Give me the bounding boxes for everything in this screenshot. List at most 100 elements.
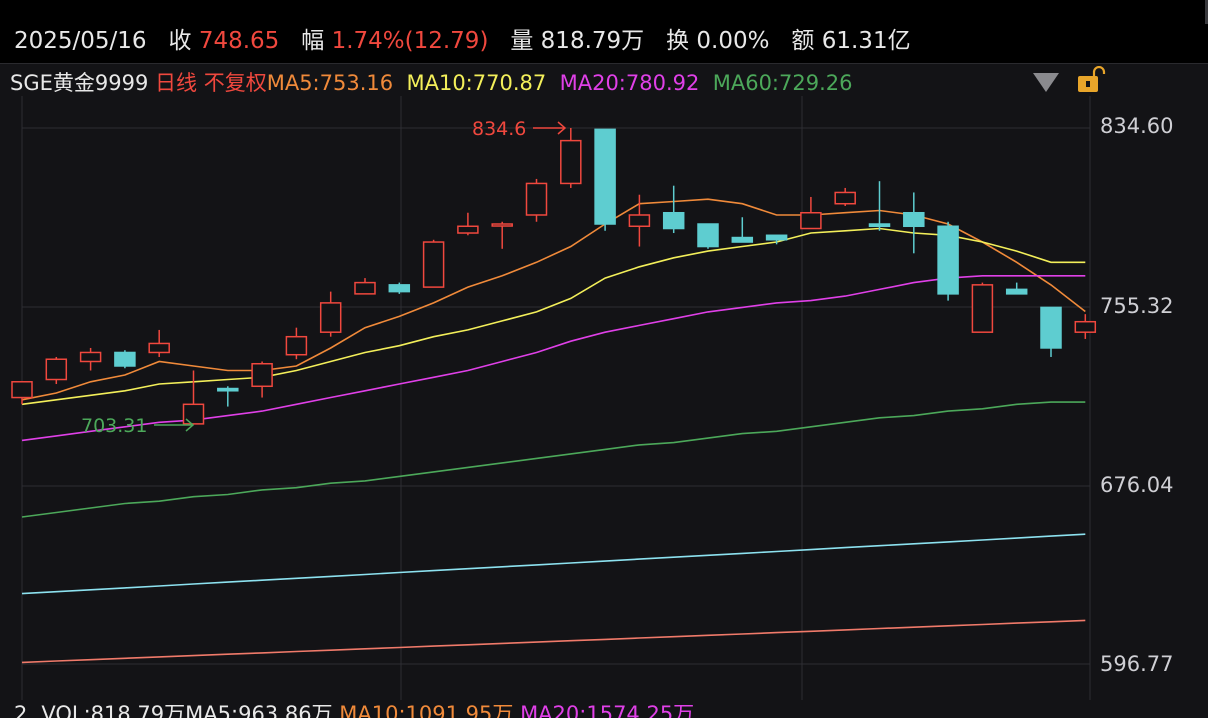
symbol-name: SGE黄金9999 — [10, 71, 149, 95]
candle — [182, 370, 205, 425]
candle-body — [148, 342, 170, 354]
ma5-line — [21, 198, 1086, 401]
candle — [11, 381, 33, 405]
candle-body — [662, 211, 685, 230]
candle-body — [1074, 320, 1097, 333]
candle — [354, 278, 376, 295]
candle — [765, 234, 788, 245]
close-value: 748.65 — [198, 28, 280, 54]
candle — [285, 327, 308, 360]
ma60-legend: MA60:729.26 — [712, 71, 853, 95]
candle — [217, 386, 239, 407]
candle-body — [800, 211, 822, 230]
candle — [800, 196, 822, 230]
candle — [594, 128, 616, 231]
vol-ma10: MA10:1091.95万 — [339, 702, 514, 718]
ma-legend: SGE黄金9999 日线 不复权MA5:753.16 MA10:770.87 M… — [10, 69, 852, 97]
candle — [868, 181, 891, 231]
y-tick-label: 676.04 — [1100, 473, 1173, 497]
ma5-legend: MA5:753.16 — [266, 71, 394, 95]
candle — [114, 350, 136, 369]
candle-body — [251, 362, 273, 388]
grid-lines — [21, 96, 1091, 700]
quote-date: 2025/05/16 — [14, 28, 147, 54]
turnover-value: 0.00% — [696, 28, 770, 54]
high-price-label: 834.6 — [472, 118, 526, 140]
candle — [491, 221, 513, 249]
turnover-label: 换 — [666, 28, 690, 54]
candle-body — [388, 284, 411, 293]
chart-labels: 834.60 755.32 676.04 596.77 834.6 703.31 — [81, 114, 1173, 676]
candle-body — [1005, 288, 1028, 295]
candle — [903, 192, 925, 254]
candle — [457, 212, 479, 236]
candle-body — [628, 214, 651, 228]
collapse-triangle-icon[interactable] — [1033, 73, 1059, 92]
volume-value: 818.79万 — [540, 28, 645, 54]
candle — [834, 187, 856, 206]
quote-info-bar: 2025/05/16 收 748.65 幅 1.74%(12.79) 量 818… — [0, 0, 1208, 64]
candle-body — [217, 387, 239, 392]
candle-body — [937, 225, 959, 295]
amount-value: 61.31亿 — [821, 28, 911, 54]
change-label: 幅 — [301, 28, 325, 54]
y-tick-label: 755.32 — [1100, 294, 1173, 318]
candle — [319, 291, 342, 337]
candle — [971, 282, 994, 333]
candle — [422, 239, 445, 288]
unlock-icon[interactable] — [1076, 65, 1108, 96]
candle-body — [11, 381, 33, 399]
candle — [1040, 306, 1062, 357]
window-edge — [1205, 0, 1208, 24]
candle — [697, 223, 719, 249]
moving-average-lines — [21, 198, 1086, 518]
candle — [662, 185, 685, 234]
candle — [388, 282, 411, 294]
candle — [525, 178, 548, 222]
candle — [628, 194, 651, 247]
long-term-ma-lines — [21, 533, 1086, 664]
y-tick-label: 596.77 — [1100, 652, 1173, 676]
volume-label: 量 — [510, 28, 534, 54]
candle-body — [491, 223, 513, 227]
candle — [79, 347, 102, 371]
ma120-line — [21, 533, 1086, 595]
indicator-switch-button[interactable]: 2 — [14, 702, 28, 718]
adjust-selector[interactable]: 不复权 — [203, 71, 267, 95]
candle-body — [45, 358, 68, 381]
low-price-label: 703.31 — [81, 415, 147, 437]
candle-body — [731, 236, 754, 243]
candle-body — [182, 403, 205, 425]
candle-body — [457, 225, 479, 234]
candle-body — [422, 241, 445, 288]
candle — [731, 217, 754, 243]
ma10-legend: MA10:770.87 — [406, 71, 547, 95]
vol-ma20: MA20:1574.25万 — [520, 702, 695, 718]
candle — [45, 356, 68, 385]
candle-body — [971, 284, 994, 333]
y-tick-label: 834.60 — [1100, 114, 1173, 138]
candle-body — [765, 234, 788, 241]
candle-body — [868, 223, 891, 228]
vol-value: VOL:818.79万 — [41, 702, 186, 718]
candle-body — [525, 182, 548, 216]
candle-body — [79, 351, 102, 363]
quote-info-line: 2025/05/16 收 748.65 幅 1.74%(12.79) 量 818… — [14, 26, 911, 56]
candle-body — [285, 335, 308, 356]
ma10-line — [21, 227, 1086, 406]
ma250-line — [21, 619, 1086, 664]
low-arrow-head — [185, 418, 195, 432]
candle-body — [594, 128, 616, 225]
candle-body — [114, 351, 136, 367]
candle-body — [834, 191, 856, 205]
close-label: 收 — [168, 28, 192, 54]
candle — [560, 128, 582, 188]
candle-body — [1040, 306, 1062, 349]
candle-body — [319, 302, 342, 333]
ma20-legend: MA20:780.92 — [559, 71, 700, 95]
period-selector[interactable]: 日线 — [155, 71, 198, 95]
candle — [1005, 282, 1028, 295]
candle — [937, 221, 959, 301]
